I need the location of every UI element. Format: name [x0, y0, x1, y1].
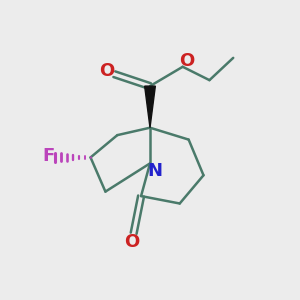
- Text: O: O: [124, 232, 140, 250]
- Polygon shape: [145, 86, 155, 128]
- Text: N: N: [148, 162, 163, 180]
- Text: O: O: [99, 61, 115, 80]
- Text: O: O: [178, 52, 194, 70]
- Text: F: F: [42, 147, 55, 165]
